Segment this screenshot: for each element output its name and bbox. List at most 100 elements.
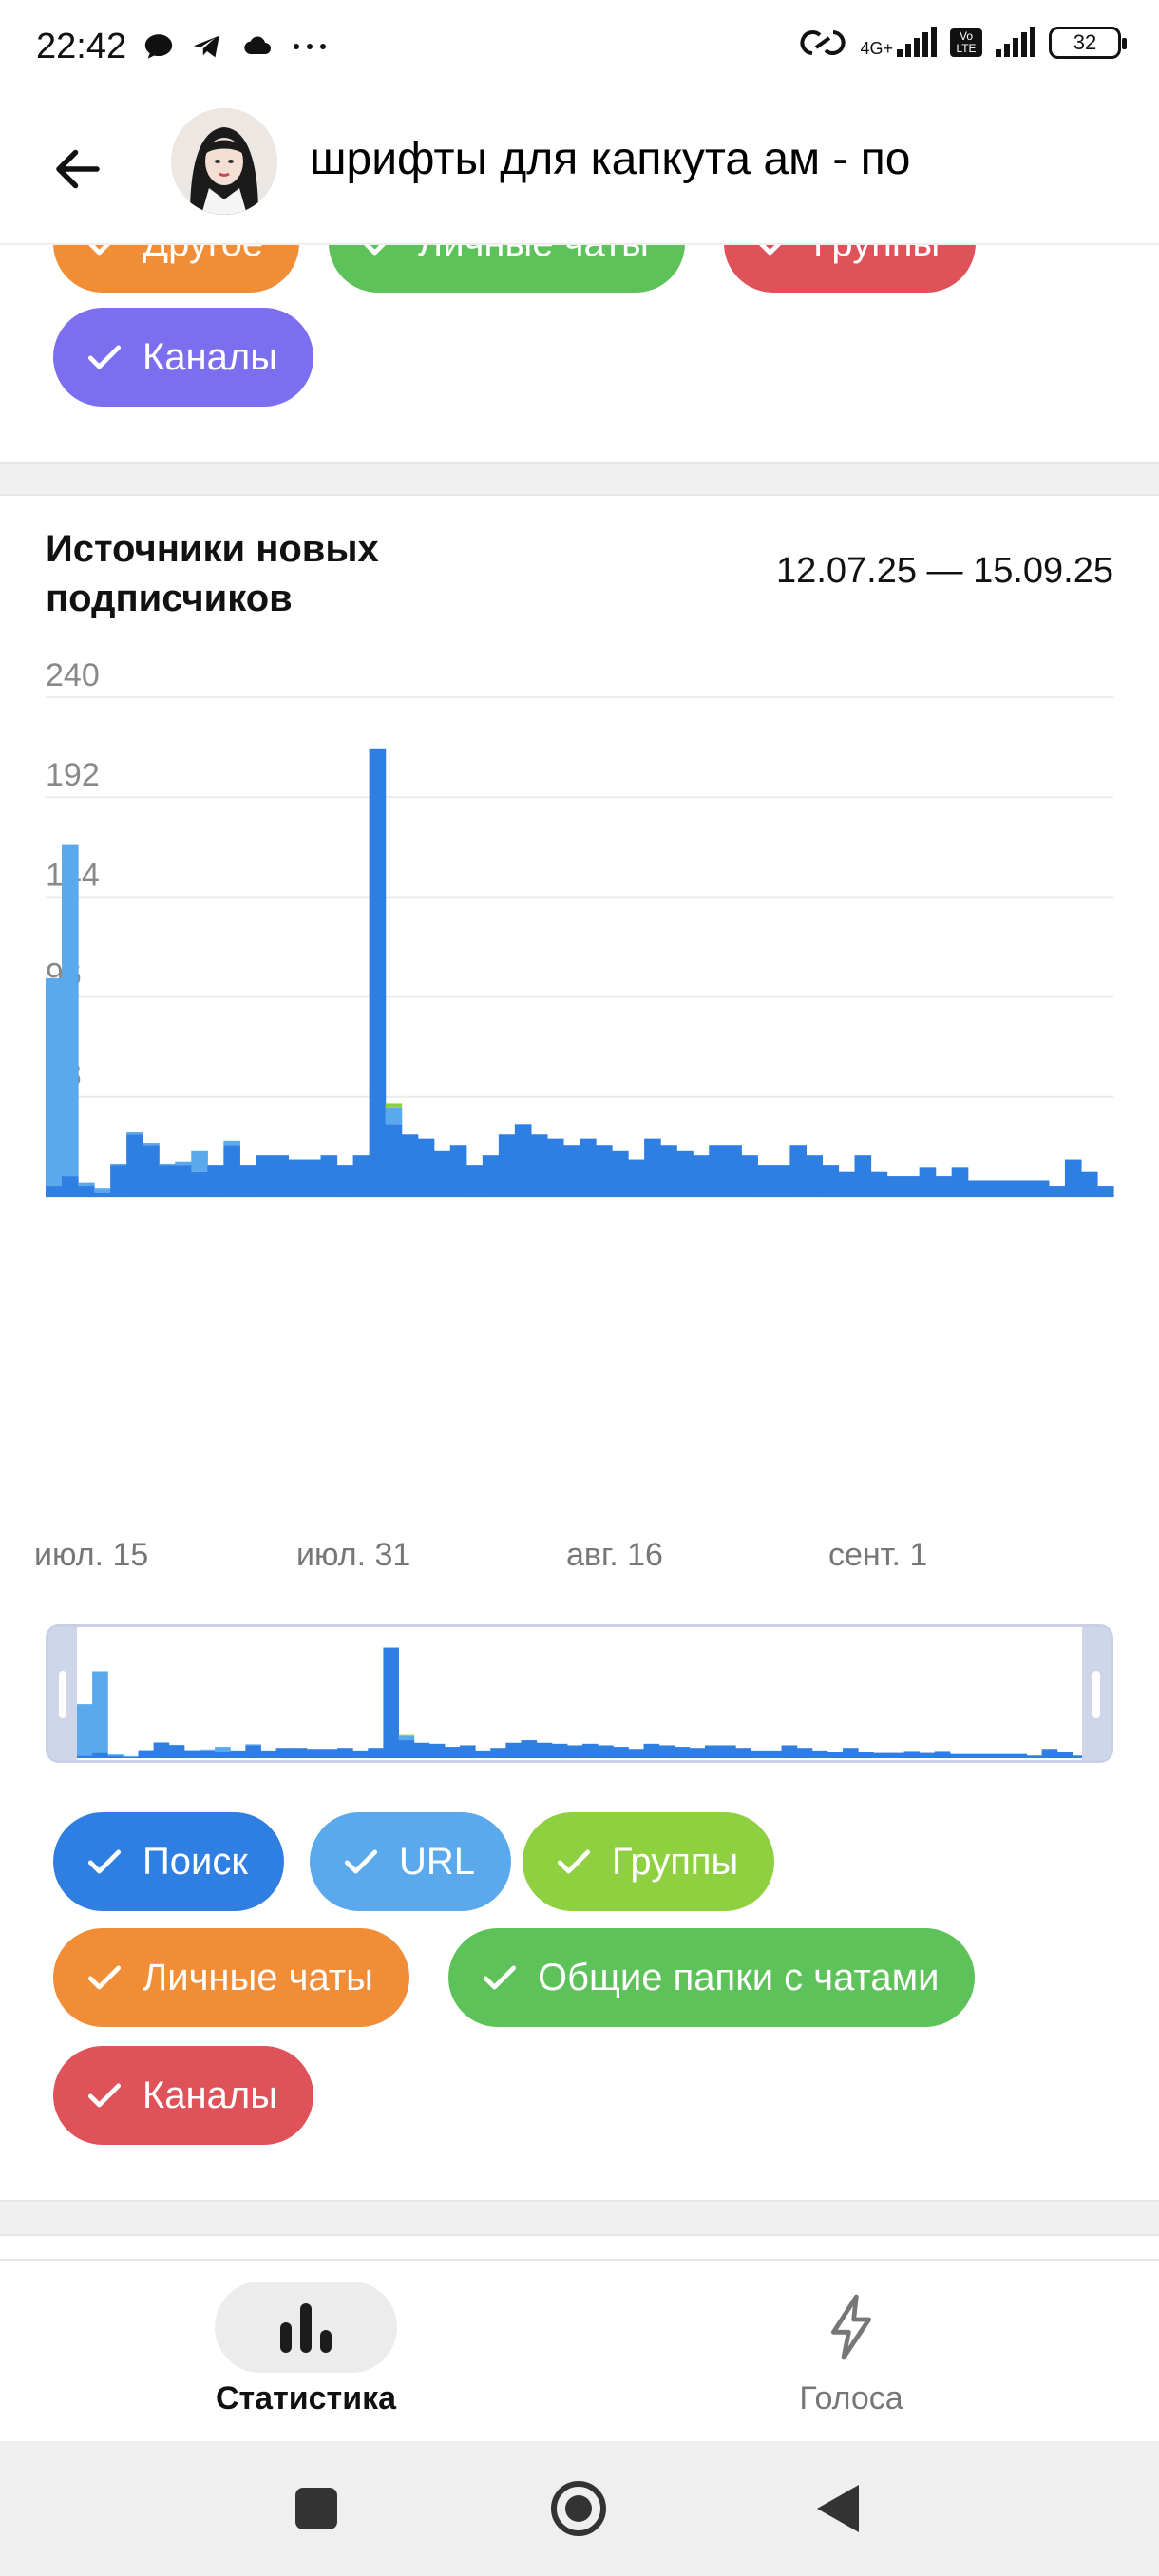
range-grip-left[interactable]: [59, 1671, 66, 1718]
bar-36-series-0[interactable]: [628, 1159, 645, 1197]
bar-4-series-1[interactable]: [110, 1163, 127, 1166]
bar-35-series-0[interactable]: [612, 1150, 629, 1197]
bar-8-series-0[interactable]: [175, 1165, 192, 1198]
bar-11-series-0[interactable]: [223, 1145, 240, 1197]
bar-8-series-1[interactable]: [175, 1161, 192, 1166]
bar-63-series-0[interactable]: [1064, 1159, 1082, 1197]
bar-9-series-1[interactable]: [191, 1150, 208, 1172]
bar-5-series-0[interactable]: [126, 1134, 143, 1197]
x-label-jul31: июл. 31: [296, 1537, 411, 1573]
bar-21-series-1[interactable]: [385, 1107, 403, 1125]
bar-3-series-0[interactable]: [94, 1192, 111, 1197]
chart-range-navigator[interactable]: [46, 1624, 1113, 1763]
bar-34-series-0[interactable]: [596, 1145, 613, 1197]
bar-62-series-0[interactable]: [1048, 1186, 1066, 1197]
recents-square-icon[interactable]: [294, 2487, 338, 2530]
bar-21-series-0[interactable]: [385, 1124, 403, 1197]
bar-3-series-1[interactable]: [94, 1188, 111, 1193]
bar-32-series-0[interactable]: [562, 1145, 580, 1197]
chip-gruppy-legend[interactable]: Группы: [522, 1812, 775, 1911]
bar-43-series-0[interactable]: [741, 1155, 758, 1197]
back-triangle-icon[interactable]: [815, 2483, 861, 2534]
bar-51-series-0[interactable]: [870, 1171, 888, 1197]
bar-13-series-0[interactable]: [256, 1155, 274, 1197]
bar-6-series-0[interactable]: [142, 1145, 160, 1197]
bar-33-series-0[interactable]: [580, 1138, 597, 1197]
bar-4-series-0[interactable]: [110, 1165, 127, 1198]
bar-1-series-0[interactable]: [62, 1176, 79, 1197]
bar-23-series-0[interactable]: [417, 1138, 435, 1197]
mini-bar-48-series-0: [811, 1750, 828, 1759]
bar-0-series-0[interactable]: [46, 1186, 63, 1197]
bar-5-series-1[interactable]: [126, 1132, 143, 1135]
nav-golosa[interactable]: Голоса: [728, 2282, 975, 2417]
bar-27-series-0[interactable]: [482, 1155, 500, 1197]
bar-7-series-1[interactable]: [159, 1163, 176, 1166]
bar-45-series-0[interactable]: [773, 1165, 790, 1198]
chip-lichnye-chaty-legend[interactable]: Личные чаты: [53, 1928, 409, 2027]
bar-6-series-1[interactable]: [142, 1143, 160, 1146]
bar-56-series-0[interactable]: [951, 1167, 969, 1197]
chip-kanaly[interactable]: Каналы: [53, 308, 314, 407]
bar-59-series-0[interactable]: [999, 1180, 1017, 1197]
bar-0-series-1[interactable]: [46, 977, 63, 1187]
bar-11-series-1[interactable]: [223, 1140, 240, 1146]
avatar[interactable]: [171, 108, 277, 215]
bar-47-series-0[interactable]: [806, 1155, 824, 1197]
bar-28-series-0[interactable]: [498, 1134, 516, 1197]
bar-55-series-0[interactable]: [935, 1176, 953, 1197]
home-circle-icon[interactable]: [549, 2479, 608, 2538]
bar-30-series-0[interactable]: [530, 1134, 548, 1197]
bar-52-series-0[interactable]: [886, 1176, 904, 1197]
bar-22-series-0[interactable]: [401, 1134, 419, 1197]
bar-61-series-0[interactable]: [1032, 1180, 1050, 1197]
bar-44-series-0[interactable]: [757, 1165, 774, 1198]
bar-39-series-0[interactable]: [676, 1150, 694, 1197]
range-grip-right[interactable]: [1092, 1671, 1100, 1718]
bar-38-series-0[interactable]: [660, 1145, 677, 1197]
bar-29-series-0[interactable]: [514, 1124, 532, 1197]
bar-24-series-0[interactable]: [433, 1150, 451, 1197]
bar-2-series-0[interactable]: [78, 1186, 95, 1197]
bar-2-series-1[interactable]: [78, 1182, 95, 1187]
bar-20-series-0[interactable]: [369, 748, 387, 1197]
bar-64-series-0[interactable]: [1080, 1171, 1098, 1197]
bar-25-series-0[interactable]: [449, 1145, 467, 1197]
chip-kanaly-legend[interactable]: Каналы: [53, 2046, 314, 2145]
bar-17-series-0[interactable]: [320, 1155, 338, 1197]
bar-1-series-1[interactable]: [62, 844, 79, 1177]
mini-bar-46-series-0: [781, 1745, 798, 1758]
bar-50-series-0[interactable]: [854, 1155, 872, 1197]
bar-42-series-0[interactable]: [725, 1145, 742, 1197]
chip-obshchie-papki[interactable]: Общие папки с чатами: [448, 1928, 976, 2027]
bar-48-series-0[interactable]: [822, 1165, 840, 1198]
chip-poisk[interactable]: Поиск: [53, 1812, 284, 1911]
bar-15-series-0[interactable]: [288, 1159, 306, 1197]
bar-65-series-0[interactable]: [1096, 1186, 1114, 1197]
bar-14-series-0[interactable]: [272, 1155, 290, 1197]
bar-41-series-0[interactable]: [709, 1145, 726, 1197]
bar-46-series-0[interactable]: [789, 1145, 808, 1197]
bar-7-series-0[interactable]: [159, 1165, 176, 1198]
bar-18-series-0[interactable]: [336, 1165, 354, 1198]
bar-9-series-0[interactable]: [191, 1171, 208, 1197]
bar-19-series-0[interactable]: [352, 1155, 370, 1197]
subscribers-sources-chart[interactable]: 24019214496480: [0, 627, 1159, 1520]
bar-37-series-0[interactable]: [644, 1138, 661, 1197]
bar-60-series-0[interactable]: [1016, 1180, 1034, 1197]
bar-12-series-0[interactable]: [239, 1165, 256, 1198]
bar-53-series-0[interactable]: [902, 1176, 921, 1197]
bar-16-series-0[interactable]: [304, 1159, 322, 1197]
bar-40-series-0[interactable]: [693, 1155, 710, 1197]
bar-57-series-0[interactable]: [967, 1180, 985, 1197]
bar-21-series-2[interactable]: [385, 1103, 403, 1108]
bar-54-series-0[interactable]: [919, 1167, 937, 1197]
bar-58-series-0[interactable]: [983, 1180, 1001, 1197]
bar-10-series-0[interactable]: [207, 1165, 224, 1198]
bar-31-series-0[interactable]: [546, 1138, 564, 1197]
chip-url[interactable]: URL: [310, 1812, 512, 1911]
nav-statistika[interactable]: Статистика: [182, 2282, 429, 2417]
back-arrow-icon[interactable]: [49, 141, 106, 198]
bar-49-series-0[interactable]: [838, 1171, 856, 1197]
bar-26-series-0[interactable]: [466, 1165, 484, 1198]
